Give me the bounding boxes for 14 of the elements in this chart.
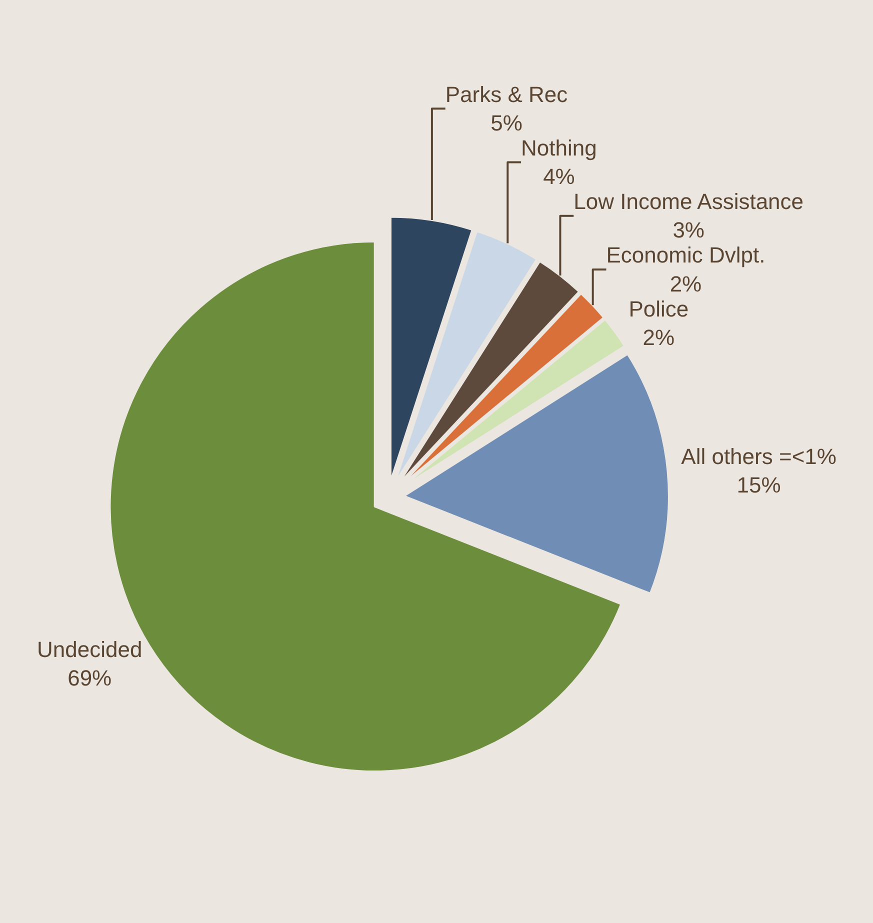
data-label: 4% [543, 164, 575, 190]
data-label: 2% [642, 324, 675, 350]
slice-label: All others =<1% [681, 444, 836, 470]
slice-label: Undecided [37, 637, 142, 662]
data-label: 69% [68, 666, 112, 691]
slice-label: Parks & Rec [445, 82, 568, 107]
slice-label: Economic Dvlpt. [606, 242, 766, 268]
slice-label: Police [628, 296, 689, 322]
data-label: 2% [670, 271, 702, 296]
data-label: 5% [490, 110, 522, 136]
data-label: 3% [672, 218, 704, 243]
data-label: 15% [736, 472, 781, 498]
slice-label: Nothing [521, 135, 597, 160]
slice-label: Low Income Assistance [574, 189, 804, 214]
